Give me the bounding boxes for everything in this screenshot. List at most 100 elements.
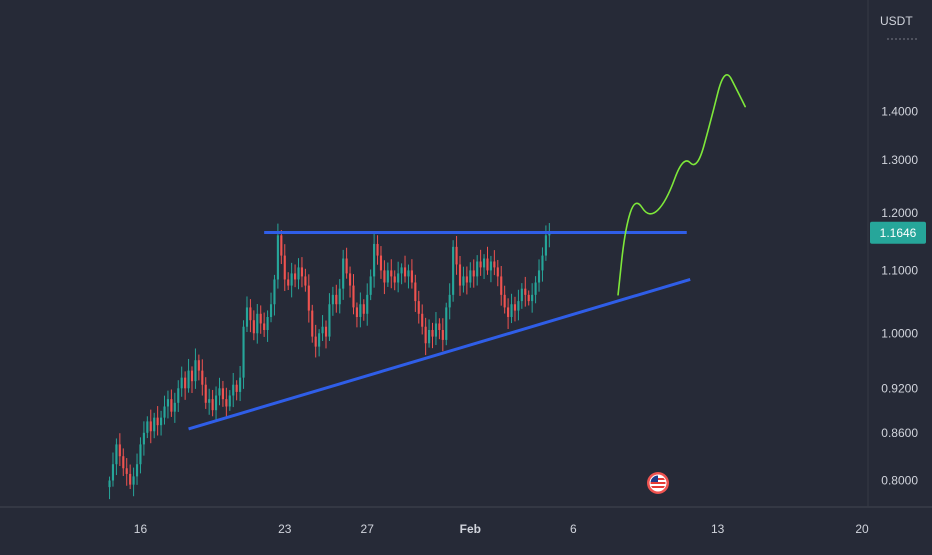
candle-body [204, 384, 207, 403]
candle [294, 264, 297, 288]
candle [190, 366, 194, 393]
y-tick-label: 1.1000 [881, 263, 918, 277]
candle-body [259, 313, 262, 324]
candle [366, 283, 369, 326]
candle [541, 247, 544, 282]
x-tick-label: 13 [711, 522, 725, 536]
candle [414, 274, 417, 312]
candle-body [118, 444, 121, 457]
candle-body [373, 243, 376, 277]
candle [156, 406, 159, 436]
candle-body [531, 294, 534, 302]
candle-body [476, 261, 479, 277]
candle-body [160, 417, 163, 426]
candle-body [304, 276, 307, 286]
candle [304, 268, 307, 292]
candle [256, 303, 259, 344]
candle-body [386, 270, 389, 283]
candle-body [355, 307, 358, 317]
candle [527, 290, 530, 306]
candle-body [414, 282, 417, 302]
candle [160, 410, 163, 436]
candle [534, 276, 537, 304]
candle-body [359, 304, 362, 317]
candle-body [184, 377, 187, 389]
candle-body [146, 421, 149, 433]
candle-body [507, 307, 510, 317]
candle [386, 262, 389, 287]
candle-body [321, 326, 324, 334]
candle [482, 254, 486, 279]
candle-body [489, 261, 492, 271]
candle [407, 264, 410, 289]
candle-body [324, 326, 328, 337]
candle-body [438, 323, 441, 330]
y-tick-label: 0.8000 [881, 474, 918, 488]
last-price-tag-background [870, 221, 926, 244]
x-tick-label: 23 [278, 522, 292, 536]
candle [493, 250, 496, 276]
candle-body [122, 456, 125, 469]
x-tick-label: Feb [460, 522, 481, 536]
candle [170, 389, 173, 417]
y-axis[interactable]: USDT 0.8000 0.8600 0.9200 1.0000 1.1000 1.200… [880, 14, 918, 488]
candle-body [458, 264, 462, 286]
candle-body [524, 288, 527, 295]
candle-body [513, 304, 517, 311]
candle [486, 246, 489, 275]
candle-body [242, 326, 245, 378]
candle-body [328, 304, 331, 337]
x-tick-label: 27 [361, 522, 375, 536]
candle [321, 315, 324, 342]
candle-body [403, 267, 407, 277]
candle-body [276, 235, 279, 280]
y-tick-label: 1.4000 [881, 104, 918, 118]
candle [146, 416, 149, 439]
candle [376, 235, 379, 265]
candle [348, 266, 352, 298]
candle [249, 299, 252, 333]
candle-body [228, 395, 231, 407]
candle [324, 320, 328, 349]
last-price-tag: 1.1646 [870, 221, 926, 244]
candle-body [503, 294, 506, 308]
candle-body [153, 417, 156, 432]
candle-body [428, 329, 431, 344]
candle [428, 319, 431, 348]
candle-body [486, 258, 489, 271]
y-tick-label: 1.2000 [881, 206, 918, 220]
candle-body [269, 304, 273, 317]
candle [335, 284, 338, 313]
candle-body [448, 294, 451, 308]
candle-body [252, 320, 255, 334]
candle [345, 247, 348, 279]
x-tick-label: 6 [570, 522, 577, 536]
candle-body [534, 282, 537, 295]
us-economic-event-icon[interactable] [647, 472, 669, 494]
candle [548, 223, 551, 248]
candle-body [135, 464, 139, 477]
candle-body [214, 395, 218, 411]
candle-body [500, 276, 503, 295]
candle [489, 255, 492, 283]
y-tick-label: 1.0000 [881, 326, 918, 340]
candle-body [482, 258, 486, 268]
candle-body [132, 476, 135, 485]
candle [142, 421, 145, 456]
annotations [188, 74, 746, 431]
candle-body [283, 255, 286, 280]
candle-body [180, 377, 183, 389]
candle [458, 255, 462, 296]
candle-body [462, 276, 465, 286]
candle-body [314, 336, 317, 347]
candle-body [173, 402, 176, 412]
candle-body [232, 384, 235, 396]
candle-body [469, 270, 472, 283]
x-axis[interactable]: 16 23 27 Feb 6 13 20 [134, 522, 869, 536]
candle [352, 274, 355, 315]
candle-body [379, 255, 383, 271]
candle [252, 310, 255, 341]
candle-body [256, 313, 259, 334]
